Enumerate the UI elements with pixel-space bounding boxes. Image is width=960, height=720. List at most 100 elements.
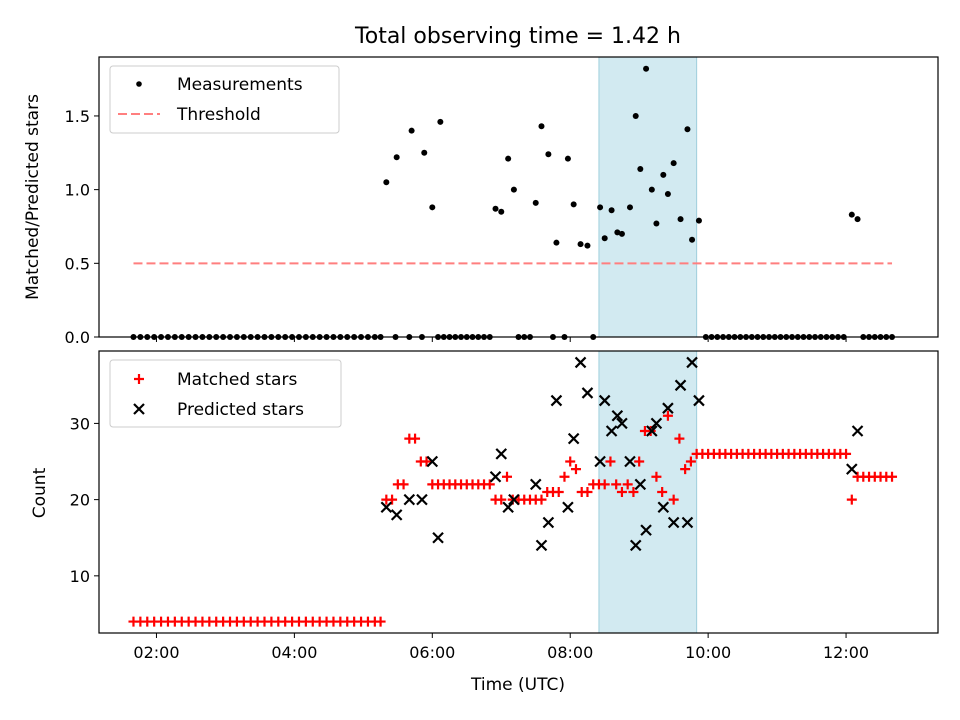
matched-stars-point <box>570 464 581 475</box>
legend-measurements-label: Measurements <box>177 75 303 95</box>
measurement-point <box>608 207 615 214</box>
predicted-stars-point <box>535 539 548 552</box>
measurement-point <box>664 191 671 198</box>
matched-stars-point <box>668 494 679 505</box>
predicted-stars-point <box>426 455 439 468</box>
matched-stars-point <box>387 494 398 505</box>
predicted-stars-point <box>681 516 694 529</box>
predicted-stars-point <box>851 425 864 437</box>
top-y-tick-label: 0.0 <box>65 328 90 347</box>
predicted-stars-point <box>611 410 624 422</box>
predicted-stars-point <box>846 463 858 475</box>
measurement-point <box>695 217 702 224</box>
top-highlight-band <box>598 56 698 338</box>
measurement-point <box>684 126 691 133</box>
predicted-stars-point <box>667 516 680 529</box>
measurement-point <box>393 154 400 161</box>
predicted-stars-point <box>616 417 628 430</box>
predicted-stars-point <box>508 493 520 506</box>
x-axis-label: Time (UTC) <box>470 675 565 695</box>
x-tick-label: 12:00 <box>823 643 869 662</box>
predicted-stars-point <box>562 501 574 514</box>
x-tick-label: 06:00 <box>409 643 455 662</box>
measurement-point <box>383 179 390 186</box>
bottom-highlight-band <box>598 350 698 634</box>
measurement-point <box>421 149 428 156</box>
predicted-stars-point <box>598 394 611 407</box>
matched-stars-point <box>398 479 409 490</box>
measurement-point <box>689 236 696 243</box>
predicted-stars-point <box>624 455 636 468</box>
ratio-panel: 0.0 0.5 1.0 1.5 Measurements Threshold <box>65 56 939 347</box>
predicted-stars-point <box>550 394 563 407</box>
matched-stars-point <box>496 494 507 505</box>
legend-predicted-marker <box>133 403 145 415</box>
predicted-stars-point <box>542 516 555 529</box>
predicted-stars-point <box>380 501 393 514</box>
figure-title: Total observing time = 1.42 h <box>354 24 681 49</box>
measurement-point <box>492 205 499 212</box>
top-y-tick-label: 1.5 <box>65 107 90 126</box>
bottom-y-axis-label: Count <box>30 467 50 518</box>
predicted-stars-point <box>581 387 594 399</box>
matched-stars-point <box>622 479 633 490</box>
measurement-point <box>545 151 552 158</box>
measurement-point <box>498 208 505 215</box>
count-panel: 10 20 30 02:00 04:00 06:00 08:00 10:00 12:00 Matc… <box>70 350 939 662</box>
predicted-stars-point <box>416 493 428 506</box>
top-y-axis-label: Matched/Predicted stars <box>23 94 43 300</box>
matched-stars-point <box>605 456 616 467</box>
measurement-point <box>505 155 512 162</box>
matched-stars-point <box>616 487 627 497</box>
predicted-stars-point <box>390 509 403 521</box>
predicted-stars-point <box>693 394 705 407</box>
measurement-point <box>577 241 584 248</box>
predicted-stars-point <box>432 531 444 544</box>
predicted-stars-point <box>567 432 580 445</box>
matched-stars-point <box>685 456 696 467</box>
top-y-tick-label: 0.5 <box>65 254 90 273</box>
matched-stars-point <box>536 494 547 505</box>
top-y-tick-label: 1.0 <box>65 181 90 200</box>
measurement-point <box>570 201 577 208</box>
measurement-point <box>648 186 655 193</box>
legend-matched-label: Matched stars <box>177 370 297 390</box>
predicted-stars-point <box>594 455 606 468</box>
measurement-point <box>538 123 545 130</box>
measurement-point <box>564 155 571 162</box>
predicted-stars-point <box>605 425 618 437</box>
measurement-point <box>670 160 677 167</box>
matched-stars-point <box>565 456 576 467</box>
legend-threshold-label: Threshold <box>176 105 261 125</box>
predicted-stars-point <box>657 501 670 514</box>
measurement-point <box>632 112 639 119</box>
measurement-point <box>848 211 855 218</box>
matched-stars-point <box>375 616 386 627</box>
predicted-stars-point <box>529 478 542 491</box>
predicted-stars-point <box>502 501 514 514</box>
matched-stars-point <box>611 479 622 490</box>
matched-stars-point <box>421 456 432 467</box>
predicted-stars-point <box>629 539 642 552</box>
matched-stars-point <box>634 456 645 467</box>
predicted-stars-point <box>662 402 674 414</box>
measurement-point <box>653 220 660 227</box>
measurement-point <box>601 235 608 242</box>
measurement-point <box>618 230 625 237</box>
matched-stars-point <box>846 494 857 505</box>
x-tick-label: 10:00 <box>685 643 731 662</box>
x-tick-label: 04:00 <box>271 643 317 662</box>
predicted-stars-point <box>634 478 647 491</box>
matched-stars-point <box>651 471 662 482</box>
matched-stars-point <box>674 433 685 444</box>
measurement-point <box>637 166 644 172</box>
legend-matched-marker <box>134 374 144 384</box>
matched-stars-point <box>599 479 610 490</box>
measurement-point <box>643 65 650 72</box>
predicted-stars-point <box>686 356 698 369</box>
top-axes-frame <box>98 56 939 338</box>
measurement-point <box>408 127 415 134</box>
top-legend-box <box>109 65 340 134</box>
measurement-point <box>429 204 436 211</box>
